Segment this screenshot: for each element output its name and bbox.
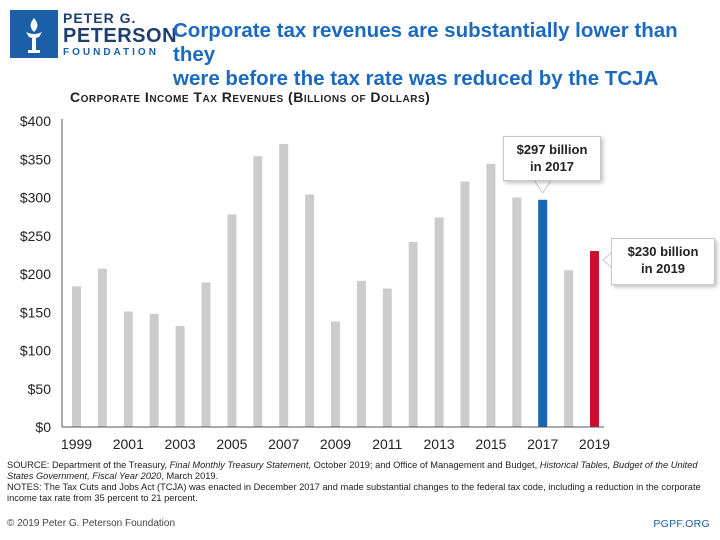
bar-chart: $0 $50 $100 $150 $200 $250 $300 $350 $400 1999 200… [20,113,613,452]
y-tick-label: $50 [28,381,52,397]
bar-2004 [201,282,211,427]
bar-2018 [564,270,574,427]
bar-2013 [434,217,444,427]
y-tick-label: $350 [20,151,51,167]
bar-2015 [486,163,496,427]
callout-2017: $297 billion in 2017 [503,136,601,181]
bar-1999 [72,286,81,427]
y-tick-label: $150 [20,304,51,320]
notes: NOTES: The Tax Cuts and Jobs Act (TCJA) … [7,482,701,503]
logo-torch-icon [10,10,58,58]
site-link[interactable]: PGPF.ORG [653,518,710,530]
callout-2017-pointer [534,180,552,194]
x-tick-label: 2011 [372,436,402,452]
y-tick-label: $300 [20,190,51,206]
y-tick-label: $400 [20,113,51,129]
bar-2002 [149,313,159,427]
bar-2019 [590,251,599,427]
logo-line3: FOUNDATION [63,47,159,58]
bar-2005 [227,214,237,427]
x-tick-label: 2017 [527,436,558,452]
x-tick-label: 2015 [475,436,506,452]
bar-2009 [331,321,340,427]
x-tick-label: 2013 [424,436,455,452]
x-tick-label: 2007 [268,436,299,452]
callout-2019: $230 billion in 2019 [611,238,715,285]
x-tick-label: 1999 [61,436,92,452]
bar-2012 [408,241,418,427]
bar-2017 [538,199,548,427]
callout-2019-line1: $230 billion [627,244,699,259]
callout-2019-pointer [602,251,613,269]
callout-2019-line2: in 2019 [640,261,686,276]
bar-2011 [382,288,392,427]
logo-line1: PETER G. [63,10,137,26]
bar-2008 [305,194,315,427]
x-tick-label: 2001 [113,436,144,452]
bar-2003 [175,326,185,427]
bar-2001 [123,311,133,427]
bar-2010 [356,280,366,427]
copyright: © 2019 Peter G. Peterson Foundation [7,518,176,529]
headline: Corporate tax revenues are substantially… [173,19,713,91]
y-tick-label: $200 [20,266,51,282]
y-tick-label: $250 [20,228,51,244]
chart-title: Corporate Income Tax Revenues (Billions … [70,89,431,105]
bar-2014 [460,181,470,427]
foundation-logo: PETER G. PETERSON FOUNDATION [63,10,177,59]
callout-2017-line2: in 2017 [529,159,575,174]
headline-line1: Corporate tax revenues are substantially… [173,19,678,66]
footnotes: SOURCE: Department of the Treasury, Fina… [7,460,713,504]
headline-line2: were before the tax rate was reduced by … [173,67,659,90]
bar-2007 [279,143,289,427]
source-note: SOURCE: Department of the Treasury, Fina… [7,460,698,481]
bar-2006 [253,156,263,427]
y-tick-label: $100 [20,343,51,359]
y-tick-label: $0 [35,419,51,435]
bar-2016 [512,197,522,427]
logo-line2: PETERSON [63,25,178,47]
x-tick-label: 2005 [216,436,247,452]
x-tick-label: 2009 [320,436,351,452]
bar-2000 [97,268,107,427]
callout-2017-line1: $297 billion [516,142,588,157]
x-tick-label: 2003 [165,436,196,452]
x-tick-label: 2019 [579,436,610,452]
